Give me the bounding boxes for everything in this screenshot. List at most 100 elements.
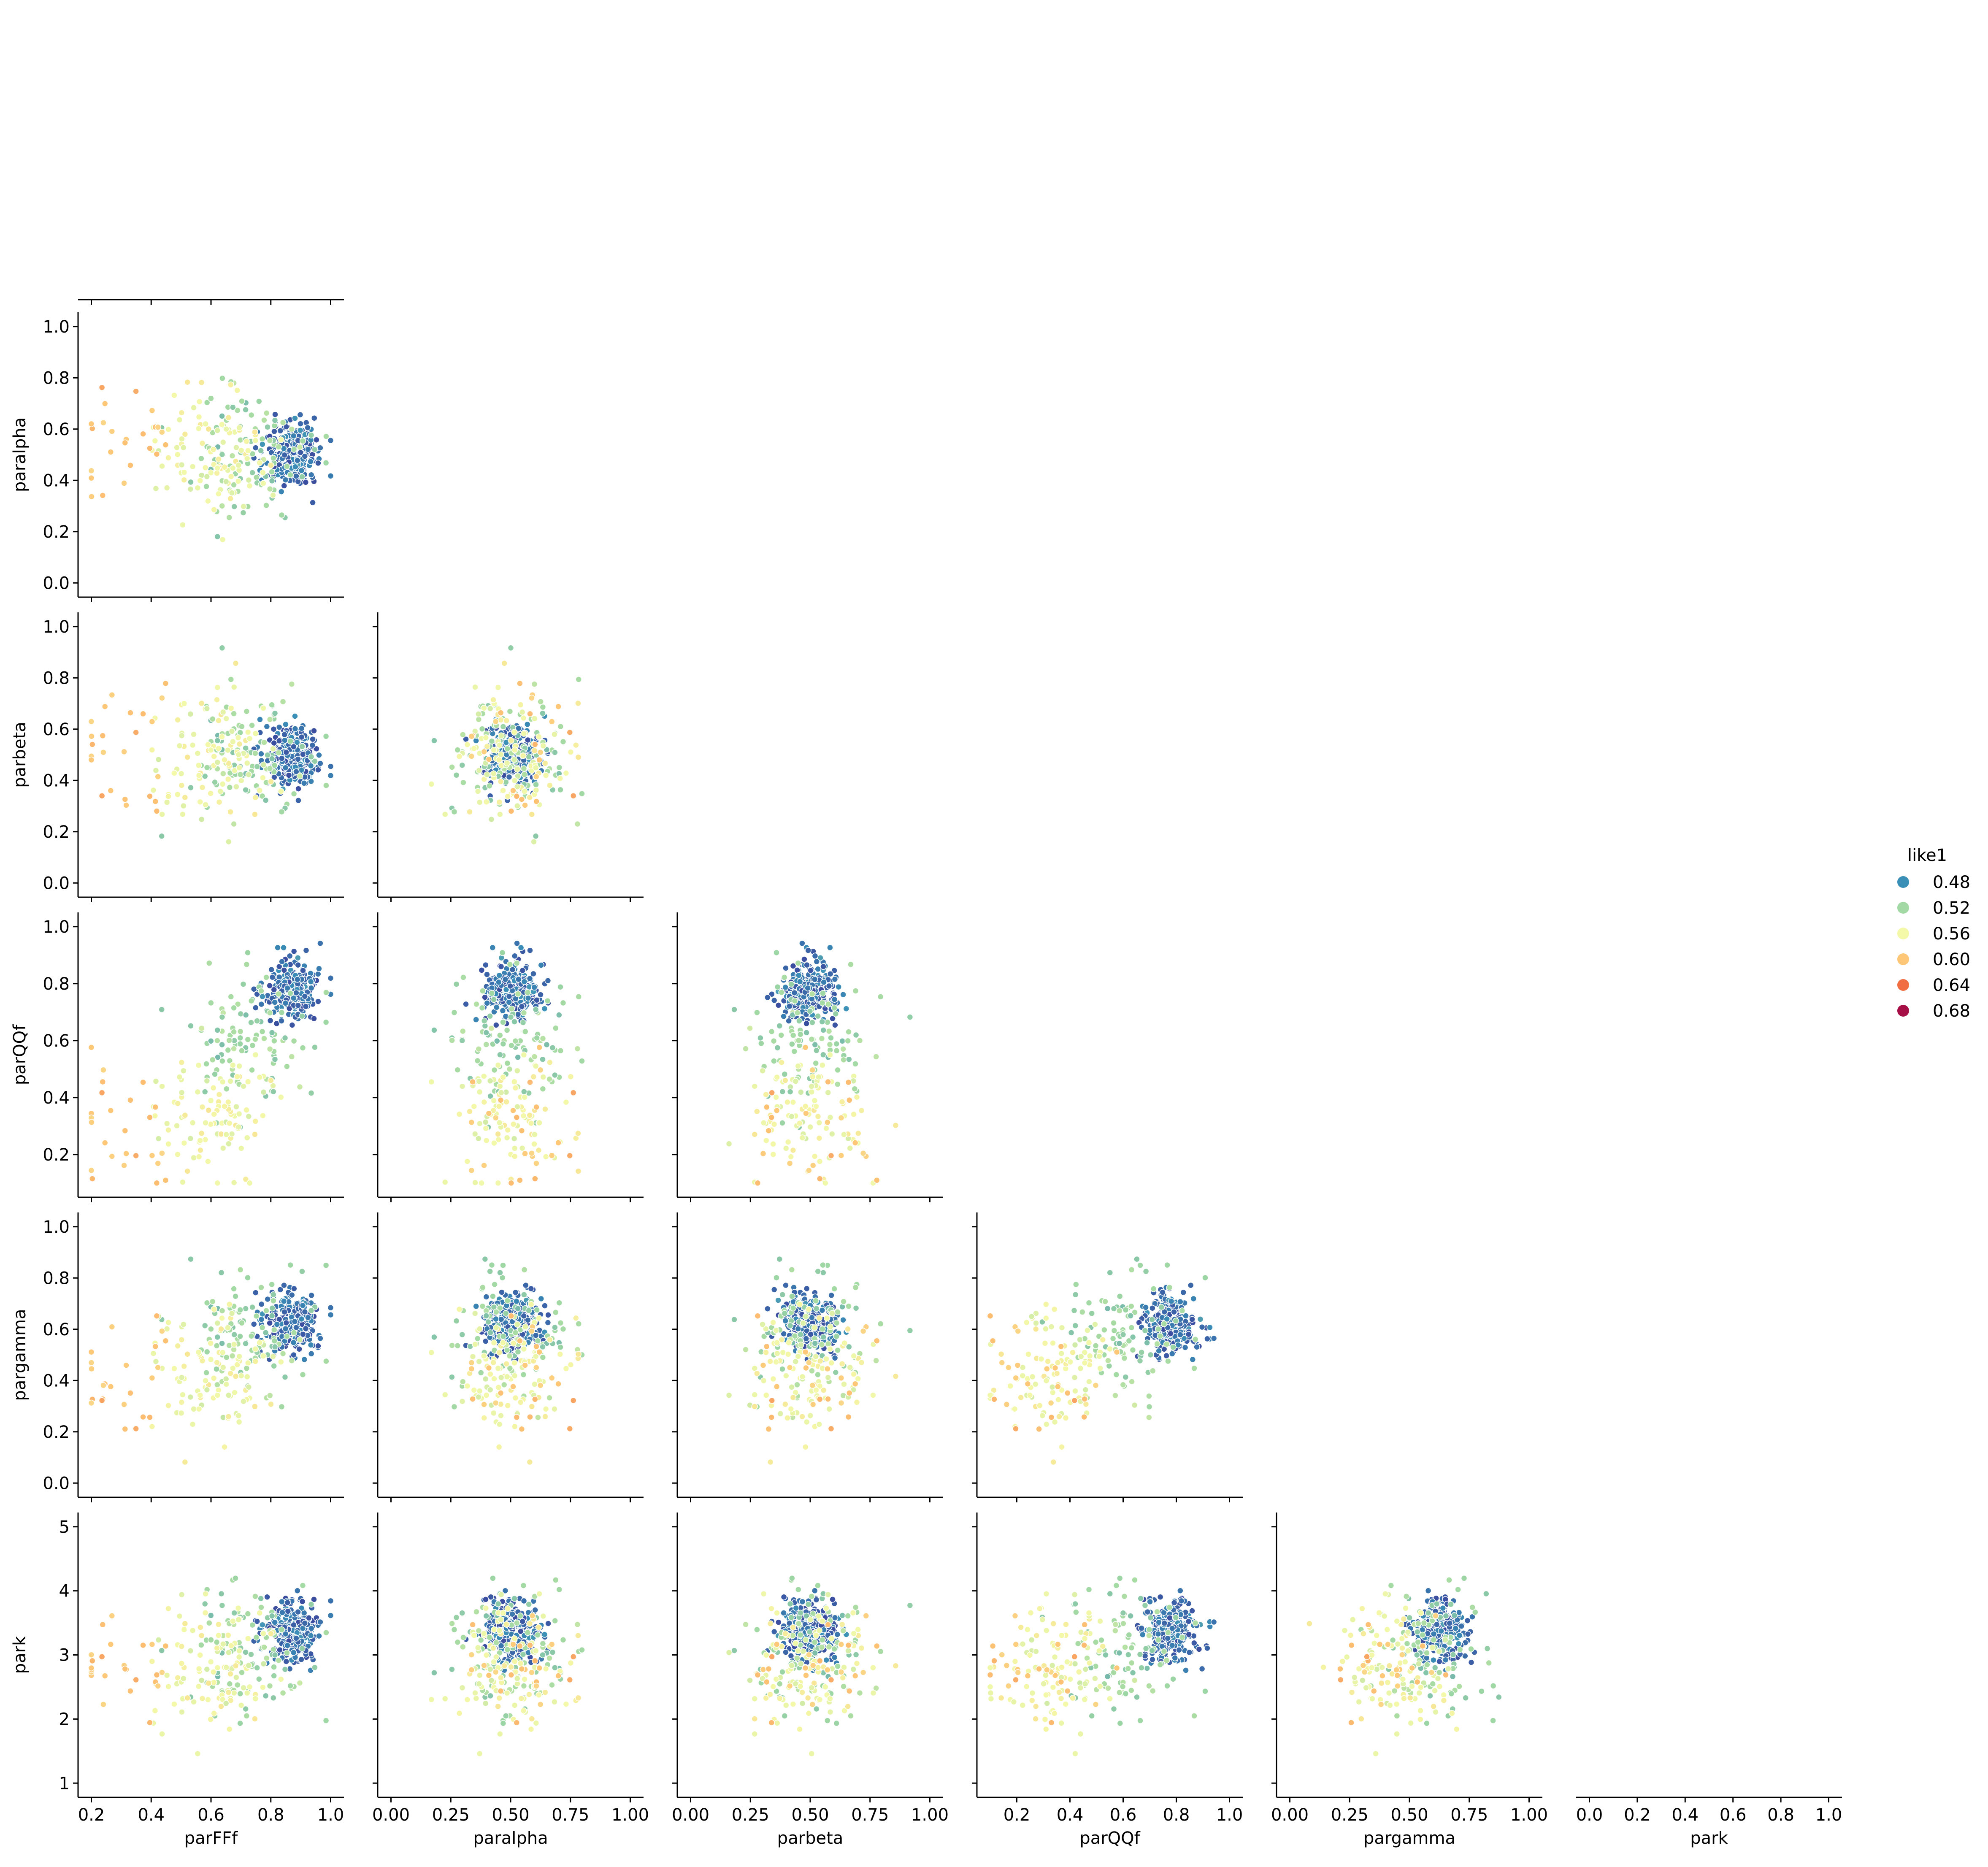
data-point: [155, 756, 162, 763]
data-point: [1168, 1298, 1175, 1305]
data-point: [557, 1344, 564, 1351]
data-point: [278, 436, 284, 443]
y-tick-label: 0.6: [43, 720, 70, 739]
data-point: [803, 1335, 810, 1342]
data-point: [820, 1334, 827, 1341]
y-tick-label: 0.2: [43, 1145, 70, 1165]
data-point: [428, 1349, 435, 1356]
data-point: [308, 1090, 315, 1096]
data-point: [203, 1348, 211, 1356]
data-point: [198, 700, 205, 707]
data-point: [322, 1019, 330, 1026]
data-point: [834, 1066, 841, 1074]
data-point: [765, 1426, 772, 1433]
data-point: [203, 1369, 210, 1376]
data-point: [256, 1074, 263, 1081]
data-point: [795, 1063, 802, 1069]
data-point: [512, 1289, 519, 1296]
data-point: [206, 960, 213, 966]
data-point: [283, 749, 290, 756]
data-point: [245, 1384, 252, 1391]
data-point: [100, 1066, 107, 1074]
data-point: [751, 1083, 758, 1090]
data-point: [122, 796, 129, 803]
data-point: [822, 1180, 829, 1187]
data-point: [245, 1113, 252, 1120]
data-point: [496, 1119, 503, 1126]
data-point: [1133, 1255, 1140, 1263]
data-point: [224, 1047, 232, 1054]
data-point: [263, 723, 270, 730]
data-point: [238, 1047, 245, 1054]
data-point: [259, 1028, 266, 1035]
data-point: [511, 1145, 518, 1152]
data-point: [235, 478, 242, 485]
data-point: [288, 1053, 295, 1060]
data-point: [574, 820, 581, 828]
data-point: [760, 1150, 767, 1157]
data-point: [525, 1307, 532, 1314]
data-point: [215, 490, 222, 498]
data-point: [248, 997, 255, 1004]
data-point: [266, 485, 273, 492]
data-point: [533, 1104, 540, 1111]
data-point: [260, 480, 267, 487]
data-point: [152, 485, 160, 492]
data-point: [199, 1357, 206, 1364]
data-point: [236, 764, 243, 771]
data-point: [482, 734, 490, 741]
data-point: [482, 1125, 490, 1132]
data-point: [299, 1268, 306, 1275]
data-point: [522, 1323, 529, 1330]
data-point: [181, 1139, 188, 1147]
data-point: [768, 1089, 775, 1096]
data-point: [150, 1350, 157, 1357]
data-point: [803, 1418, 810, 1426]
data-point: [528, 695, 535, 701]
data-point: [906, 1014, 914, 1020]
data-point: [492, 718, 499, 725]
data-point: [820, 1027, 827, 1034]
data-point: [227, 1078, 234, 1085]
data-point: [481, 994, 488, 1001]
data-point: [428, 1078, 435, 1085]
data-point: [219, 536, 226, 543]
data-point: [293, 473, 300, 479]
data-point: [88, 475, 95, 482]
data-point: [773, 1327, 779, 1334]
data-point: [782, 965, 789, 971]
data-point: [201, 1322, 208, 1329]
data-point: [479, 988, 486, 994]
data-point: [202, 1119, 209, 1126]
data-point: [511, 777, 518, 784]
data-point: [809, 1382, 816, 1389]
data-point: [483, 1293, 490, 1300]
data-point: [500, 1040, 507, 1047]
data-point: [483, 1392, 490, 1399]
data-point: [178, 1059, 185, 1066]
data-point: [533, 781, 539, 788]
data-point: [773, 1274, 780, 1281]
data-point: [317, 760, 324, 767]
data-point: [178, 1336, 185, 1343]
data-point: [847, 1145, 854, 1152]
data-point: [838, 1399, 845, 1407]
data-point: [533, 798, 540, 805]
data-point: [249, 1304, 256, 1311]
data-point: [244, 729, 252, 736]
data-point: [127, 709, 134, 716]
data-point: [555, 1139, 562, 1146]
data-point: [198, 816, 205, 823]
data-point: [287, 990, 294, 997]
data-point: [214, 533, 221, 540]
data-point: [789, 1293, 795, 1300]
data-point: [834, 1081, 841, 1088]
data-point: [1137, 1262, 1144, 1269]
data-point: [225, 1392, 232, 1399]
data-point: [1190, 1295, 1197, 1302]
data-point: [479, 725, 486, 732]
data-point: [210, 1375, 217, 1382]
data-point: [519, 752, 527, 759]
data-point: [300, 967, 306, 974]
data-point: [754, 1180, 761, 1187]
